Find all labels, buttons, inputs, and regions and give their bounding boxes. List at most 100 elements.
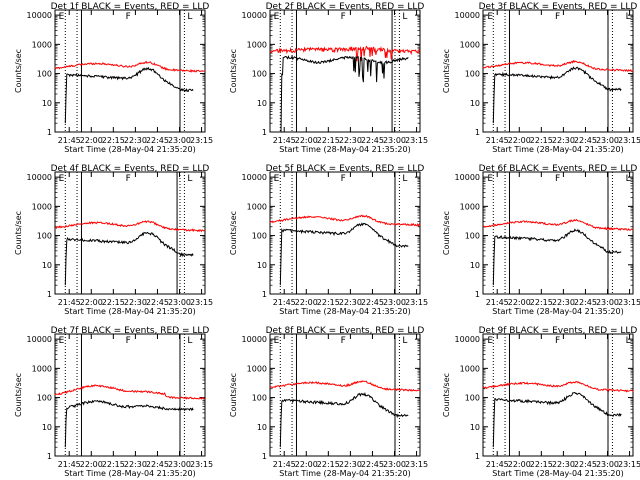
x-axis-label: Start Time (28-May-04 21:35:20) (492, 307, 623, 316)
y-tick-label: 10000 (27, 335, 52, 344)
marker-label-f: F (555, 12, 560, 22)
x-tick-label: 23:15 (190, 460, 213, 469)
marker-label-e: E (274, 174, 280, 184)
series-lld (269, 380, 421, 392)
panel-title: Det 7f BLACK = Events, RED = LLD (51, 326, 210, 336)
x-tick-label: 22:30 (124, 136, 147, 145)
series-events (279, 222, 409, 286)
x-tick-label: 22:45 (361, 460, 384, 469)
x-tick-label: 22:30 (339, 460, 362, 469)
x-tick-label: 23:00 (383, 136, 406, 145)
marker-label-f: F (126, 336, 131, 346)
y-tick-label: 10000 (455, 11, 480, 20)
y-tick-label: 100 (465, 232, 480, 241)
y-tick-label: 100 (37, 70, 52, 79)
y-axis-label: Counts/sec (14, 49, 23, 93)
x-tick-label: 21:45 (58, 298, 81, 307)
x-tick-label: 22:00 (80, 460, 103, 469)
x-tick-label: 22:45 (574, 298, 597, 307)
x-tick-label: 22:15 (317, 136, 340, 145)
x-tick-label: 22:45 (361, 136, 384, 145)
y-tick-label: 10000 (27, 173, 52, 182)
y-tick-label: 100 (252, 70, 267, 79)
y-tick-label: 1 (475, 128, 480, 137)
x-tick-label: 22:45 (361, 298, 384, 307)
x-tick-label: 23:15 (190, 298, 213, 307)
y-tick-label: 10 (42, 423, 52, 432)
marker-label-l: L (402, 174, 407, 184)
x-tick-label: 23:00 (383, 298, 406, 307)
x-tick-label: 21:45 (58, 460, 81, 469)
x-tick-label: 22:15 (530, 136, 553, 145)
series-lld (482, 218, 634, 231)
y-tick-label: 10000 (242, 335, 267, 344)
series-events (492, 228, 622, 286)
y-tick-label: 1000 (32, 364, 52, 373)
y-tick-label: 1000 (460, 364, 480, 373)
series-lld (54, 60, 206, 73)
y-tick-label: 1 (262, 452, 267, 461)
y-tick-label: 1 (47, 128, 52, 137)
y-axis-label: Counts/sec (229, 373, 238, 417)
series-events (492, 391, 622, 448)
y-tick-label: 10000 (455, 335, 480, 344)
series-events (64, 399, 194, 448)
y-axis-label: Counts/sec (442, 49, 451, 93)
marker-label-f: F (555, 336, 560, 346)
x-axis-label: Start Time (28-May-04 21:35:20) (492, 145, 623, 154)
panel-title: Det 6f BLACK = Events, RED = LLD (479, 164, 638, 174)
x-tick-label: 23:15 (618, 298, 640, 307)
marker-label-e: E (59, 336, 65, 346)
y-tick-label: 10 (257, 261, 267, 270)
x-axis-label: Start Time (28-May-04 21:35:20) (64, 145, 195, 154)
y-axis-label: Counts/sec (14, 211, 23, 255)
marker-label-l: L (402, 12, 407, 22)
y-tick-label: 10 (42, 99, 52, 108)
marker-label-l: L (626, 336, 631, 346)
x-tick-label: 22:15 (317, 298, 340, 307)
plot-frame (269, 333, 421, 457)
x-tick-label: 23:00 (596, 136, 619, 145)
y-tick-label: 10000 (242, 173, 267, 182)
y-axis-label: Counts/sec (442, 211, 451, 255)
panel-det-7f: Det 7f BLACK = Events, RED = LLD 1 10 100 10… (14, 326, 213, 478)
series-events (64, 231, 194, 286)
x-tick-label: 23:00 (168, 460, 191, 469)
y-tick-label: 10 (470, 261, 480, 270)
x-tick-label: 21:45 (273, 298, 296, 307)
x-tick-label: 23:00 (596, 460, 619, 469)
y-tick-label: 1 (47, 290, 52, 299)
panel-title: Det 9f BLACK = Events, RED = LLD (479, 326, 638, 336)
y-tick-label: 1000 (460, 40, 480, 49)
marker-label-l: L (402, 336, 407, 346)
y-tick-label: 1000 (32, 40, 52, 49)
marker-label-e: E (274, 336, 280, 346)
y-tick-label: 1000 (247, 364, 267, 373)
x-tick-label: 22:30 (552, 460, 575, 469)
y-tick-label: 100 (37, 232, 52, 241)
x-axis-label: Start Time (28-May-04 21:35:20) (64, 469, 195, 478)
y-tick-label: 100 (252, 394, 267, 403)
y-tick-label: 1 (475, 452, 480, 461)
x-tick-label: 22:15 (530, 460, 553, 469)
y-axis-label: Counts/sec (229, 211, 238, 255)
marker-label-e: E (274, 12, 280, 22)
x-tick-label: 23:00 (168, 298, 191, 307)
marker-label-f: F (126, 12, 131, 22)
x-tick-label: 22:00 (80, 298, 103, 307)
plot-frame (269, 9, 421, 133)
y-tick-label: 1 (262, 128, 267, 137)
marker-label-e: E (487, 336, 493, 346)
plot-frame (482, 171, 634, 295)
x-tick-label: 22:45 (146, 460, 169, 469)
y-tick-label: 100 (252, 232, 267, 241)
x-tick-label: 21:45 (273, 460, 296, 469)
y-tick-label: 10 (470, 423, 480, 432)
x-tick-label: 22:15 (530, 298, 553, 307)
series-lld (55, 220, 206, 233)
y-tick-label: 10 (470, 99, 480, 108)
x-tick-label: 22:30 (124, 298, 147, 307)
panel-title: Det 2f BLACK = Events, RED = LLD (266, 2, 425, 12)
y-tick-label: 10 (257, 423, 267, 432)
